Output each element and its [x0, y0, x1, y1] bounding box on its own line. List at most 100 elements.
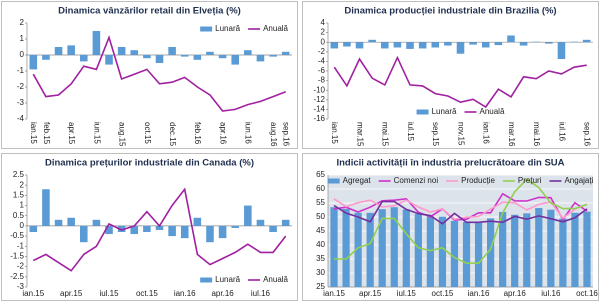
legend-swatch [200, 277, 213, 283]
x-tick-label: iun.15 [92, 122, 101, 144]
y-tick-label: 2 [20, 180, 25, 189]
x-tick-label: mar.16 [507, 122, 516, 147]
x-tick-label: oct.15 [143, 122, 152, 144]
x-tick-label: sep.15 [431, 122, 440, 147]
y-tick-label: -2 [17, 82, 25, 91]
x-tick-label: apr.16 [218, 122, 227, 145]
bar [29, 55, 38, 70]
legend-label: Agregat [343, 176, 372, 185]
y-tick-label: 1 [20, 34, 25, 43]
bar [393, 42, 402, 48]
bar [105, 55, 113, 65]
x-tick-label: oct.15 [136, 289, 158, 298]
y-tick-label: -2 [318, 47, 326, 56]
bar [381, 42, 389, 49]
bar [168, 47, 176, 55]
bar [193, 217, 202, 226]
bar [180, 225, 189, 239]
x-tick-label: iul.15 [397, 289, 417, 298]
bar [256, 219, 265, 226]
bar [80, 225, 88, 243]
chart-title: Dinamica prețurilor industriale din Cana… [45, 158, 254, 169]
y-tick-label: 2 [20, 18, 25, 27]
x-tick-label: apr.16 [211, 289, 234, 298]
legend-label: Prețuri [518, 176, 542, 185]
x-tick-label: ian.16 [174, 289, 196, 298]
x-tick-label: ian.15 [323, 289, 345, 298]
x-tick-label: feb.15 [42, 122, 51, 145]
bar [168, 225, 176, 237]
bar [456, 42, 465, 54]
y-tick-label: 2.5 [13, 170, 25, 179]
bar [426, 216, 434, 287]
y-tick-label: -6 [318, 66, 326, 75]
bar [193, 55, 202, 60]
y-tick-label: 55 [316, 198, 325, 207]
bar [330, 207, 338, 287]
bar [390, 207, 398, 287]
x-tick-label: aug.16 [269, 122, 278, 147]
x-tick-label: ian.15 [29, 122, 38, 144]
y-tick-label: -8 [318, 76, 326, 85]
x-tick-label: apr.15 [67, 122, 76, 145]
bar [117, 225, 126, 233]
legend-swatch [327, 178, 340, 184]
x-tick-label: apr.16 [504, 289, 527, 298]
chart-title: Dinamica producției industriale din Braz… [344, 6, 556, 17]
bar [368, 39, 376, 43]
y-tick-label: -1 [17, 241, 25, 250]
bar [244, 50, 252, 55]
bar [92, 219, 101, 226]
chart-panel: Dinamica producției industriale din Braz… [302, 1, 599, 149]
x-tick-label: mar.15 [355, 122, 364, 147]
y-tick-label: -2 [17, 262, 25, 271]
bar [547, 209, 555, 287]
bar [269, 225, 277, 233]
bar [67, 217, 75, 226]
bar [571, 212, 579, 287]
bar [559, 218, 567, 287]
bar [354, 212, 362, 287]
y-tick-label: 30 [316, 268, 325, 277]
y-tick-label: 1.5 [13, 190, 25, 199]
bar [414, 213, 422, 287]
bar [42, 189, 50, 226]
y-tick-label: 0 [20, 221, 25, 230]
bar [92, 31, 101, 55]
y-tick-label: 45 [316, 226, 325, 235]
panel-frame [302, 1, 599, 149]
y-tick-label: 0.5 [13, 211, 25, 220]
bar [281, 51, 290, 55]
bar [130, 50, 139, 55]
x-tick-label: iul.16 [541, 289, 561, 298]
y-tick-label: 50 [316, 212, 325, 221]
bar [462, 222, 471, 287]
x-tick-label: iul.15 [406, 122, 415, 142]
x-tick-label: ian.15 [22, 289, 44, 298]
x-tick-label: ian.16 [482, 122, 491, 144]
bar [474, 222, 483, 287]
bar [494, 42, 503, 46]
y-tick-label: -12 [313, 95, 325, 104]
bar [545, 42, 553, 44]
x-tick-label: oct.16 [576, 289, 598, 298]
bar [355, 42, 364, 49]
y-tick-label: 0 [321, 37, 326, 46]
bar [438, 216, 447, 287]
chart-title: Indicii activității în industria prelucr… [336, 158, 564, 169]
bar [481, 42, 490, 48]
legend-label: Anuală [480, 107, 505, 116]
y-tick-label: -2.5 [10, 272, 24, 281]
y-tick-label: -1 [17, 66, 25, 75]
x-tick-label: apr.15 [60, 289, 83, 298]
bar [330, 42, 339, 49]
chart-title: Dinamica vânzărilor retail din Elveția (… [58, 6, 241, 17]
bar [582, 39, 591, 43]
line-series [333, 55, 587, 109]
legend: Agregat Comenzi noi Producție Prețuri Angaja… [327, 176, 594, 185]
y-tick-label: -3 [17, 282, 25, 291]
bar [155, 55, 164, 63]
bar [366, 212, 374, 287]
legend-label: Angajați [564, 176, 593, 185]
